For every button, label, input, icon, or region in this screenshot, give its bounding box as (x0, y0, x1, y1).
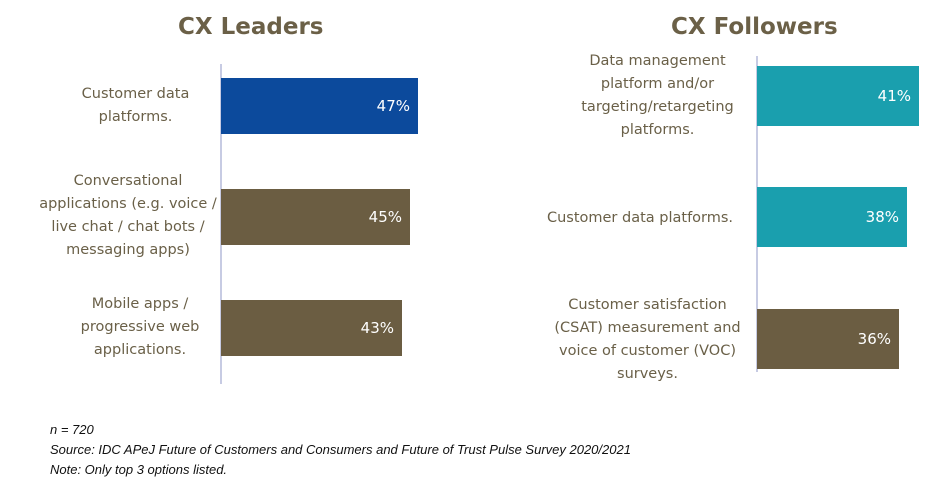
followers-category-label-1: Data management platform and/or targetin… (581, 52, 734, 138)
leaders-category-label-1: Customer data platforms. (81, 86, 190, 125)
leaders-bar-2: 45% (221, 189, 410, 245)
source-note: Source: IDC APeJ Future of Customers and… (50, 442, 631, 457)
followers-category-label-3: Customer satisfaction (CSAT) measurement… (554, 296, 741, 382)
leaders-bar-3: 43% (221, 300, 402, 356)
followers-bar-2: 38% (757, 187, 907, 247)
followers-chart-title: CX Followers (671, 14, 838, 40)
followers-category-label-2: Customer data platforms. (546, 209, 734, 226)
followers-bar-3: 36% (757, 309, 899, 369)
leaders-chart-title: CX Leaders (178, 14, 324, 40)
leaders-category-label-3: Mobile apps / progressive web applicatio… (80, 296, 200, 358)
leaders-bar-1: 47% (221, 78, 418, 134)
leaders-category-label-2: Conversational applications (e.g. voice … (39, 172, 217, 258)
sample-size-note: n = 720 (50, 422, 94, 437)
options-note: Note: Only top 3 options listed. (50, 462, 228, 477)
followers-bar-1: 41% (757, 66, 919, 126)
